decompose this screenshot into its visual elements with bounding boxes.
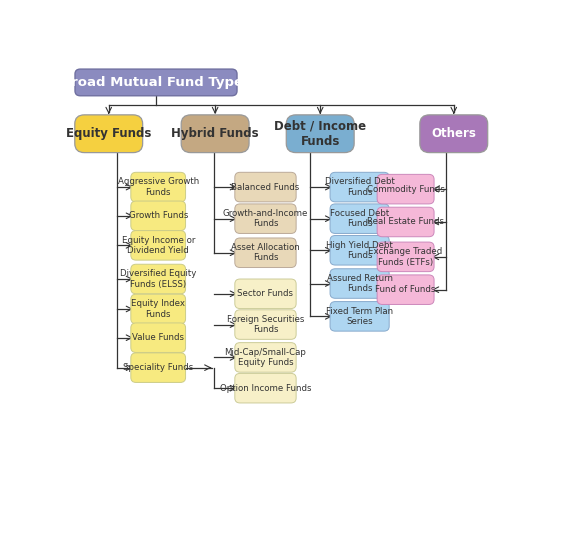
Text: Diversified Debt
Funds: Diversified Debt Funds <box>325 177 394 197</box>
FancyBboxPatch shape <box>131 294 185 324</box>
Text: Real Estate Funds: Real Estate Funds <box>367 217 444 227</box>
FancyBboxPatch shape <box>131 264 185 294</box>
Text: Focused Debt
Funds: Focused Debt Funds <box>330 209 389 228</box>
FancyBboxPatch shape <box>131 231 185 260</box>
Text: Balanced Funds: Balanced Funds <box>231 183 299 191</box>
Text: Debt / Income
Funds: Debt / Income Funds <box>274 120 366 148</box>
Text: Equity Index
Funds: Equity Index Funds <box>131 299 185 319</box>
FancyBboxPatch shape <box>330 172 389 202</box>
FancyBboxPatch shape <box>235 172 296 202</box>
FancyBboxPatch shape <box>330 302 389 331</box>
Text: Foreign Securities
Funds: Foreign Securities Funds <box>227 315 304 334</box>
FancyBboxPatch shape <box>377 207 434 237</box>
FancyBboxPatch shape <box>420 115 488 152</box>
Text: Broad Mutual Fund Types: Broad Mutual Fund Types <box>61 76 251 89</box>
FancyBboxPatch shape <box>235 238 296 268</box>
Text: Exchange Traded
Funds (ETFs): Exchange Traded Funds (ETFs) <box>368 247 443 266</box>
FancyBboxPatch shape <box>235 279 296 309</box>
FancyBboxPatch shape <box>235 310 296 340</box>
FancyBboxPatch shape <box>131 323 185 352</box>
Text: Assured Return
Funds: Assured Return Funds <box>327 274 393 293</box>
Text: Option Income Funds: Option Income Funds <box>220 384 311 393</box>
Text: Fund of Funds: Fund of Funds <box>375 285 436 294</box>
FancyBboxPatch shape <box>131 353 185 383</box>
FancyBboxPatch shape <box>377 174 434 204</box>
FancyBboxPatch shape <box>131 201 185 231</box>
Text: Growth Funds: Growth Funds <box>128 211 188 220</box>
FancyBboxPatch shape <box>330 236 389 265</box>
FancyBboxPatch shape <box>377 275 434 304</box>
Text: Hybrid Funds: Hybrid Funds <box>171 127 259 140</box>
Text: Commodity Funds: Commodity Funds <box>367 184 445 193</box>
Text: Others: Others <box>431 127 476 140</box>
FancyBboxPatch shape <box>181 115 249 152</box>
FancyBboxPatch shape <box>75 115 142 152</box>
Text: Asset Allocation
Funds: Asset Allocation Funds <box>231 243 300 262</box>
Text: Equity Funds: Equity Funds <box>66 127 151 140</box>
FancyBboxPatch shape <box>75 69 237 96</box>
FancyBboxPatch shape <box>131 172 185 202</box>
FancyBboxPatch shape <box>330 204 389 233</box>
FancyBboxPatch shape <box>235 204 296 233</box>
Text: Aggressive Growth
Funds: Aggressive Growth Funds <box>118 177 199 197</box>
FancyBboxPatch shape <box>330 269 389 298</box>
Text: Fixed Term Plan
Series: Fixed Term Plan Series <box>326 306 393 326</box>
FancyBboxPatch shape <box>286 115 354 152</box>
Text: Growth-and-Income
Funds: Growth-and-Income Funds <box>223 209 308 228</box>
FancyBboxPatch shape <box>377 242 434 272</box>
Text: Equity Income or
Dividend Yield: Equity Income or Dividend Yield <box>121 236 195 255</box>
Text: Sector Funds: Sector Funds <box>237 289 293 298</box>
FancyBboxPatch shape <box>235 374 296 403</box>
Text: Mid-Cap/Small-Cap
Equity Funds: Mid-Cap/Small-Cap Equity Funds <box>224 348 306 367</box>
FancyBboxPatch shape <box>235 343 296 372</box>
Text: Diversified Equity
Funds (ELSS): Diversified Equity Funds (ELSS) <box>120 269 197 289</box>
Text: Speciality Funds: Speciality Funds <box>123 363 193 372</box>
Text: High Yield Debt
Funds: High Yield Debt Funds <box>326 240 393 260</box>
Text: Value Funds: Value Funds <box>132 333 184 342</box>
